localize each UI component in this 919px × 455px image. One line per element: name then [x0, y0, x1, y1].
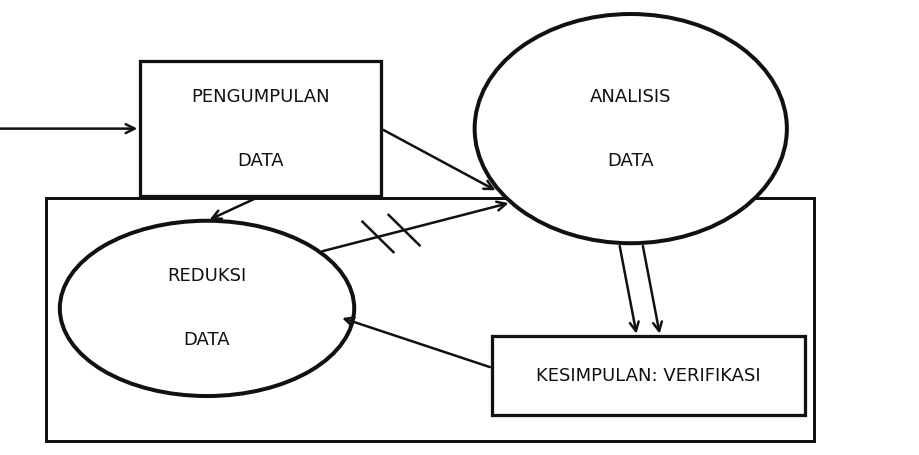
- Ellipse shape: [60, 221, 354, 396]
- Text: REDUKSI

DATA: REDUKSI DATA: [167, 268, 246, 349]
- Text: KESIMPULAN: VERIFIKASI: KESIMPULAN: VERIFIKASI: [537, 367, 761, 385]
- FancyBboxPatch shape: [140, 61, 381, 196]
- Ellipse shape: [474, 14, 787, 243]
- FancyBboxPatch shape: [493, 337, 805, 415]
- Text: ANALISIS

DATA: ANALISIS DATA: [590, 88, 672, 170]
- Text: PENGUMPULAN

DATA: PENGUMPULAN DATA: [191, 88, 330, 170]
